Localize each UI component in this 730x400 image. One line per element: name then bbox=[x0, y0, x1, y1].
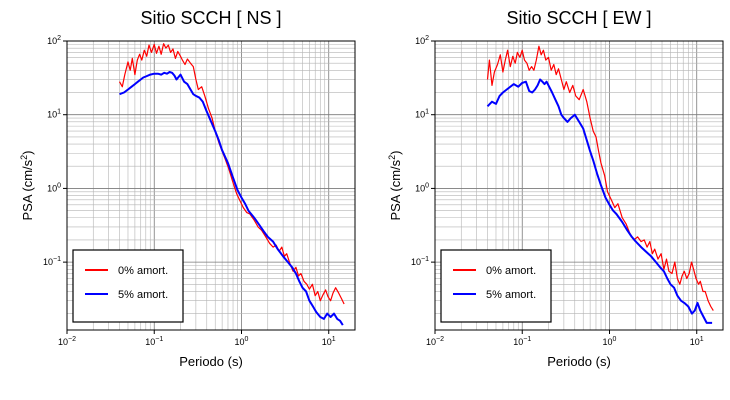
y-tick-label: 102 bbox=[47, 35, 61, 46]
legend-box bbox=[440, 249, 552, 323]
x-axis-label: Periodo (s) bbox=[179, 354, 243, 369]
y-axis-label: PSA (cm/s2) bbox=[387, 150, 403, 220]
x-tick-label: 10−1 bbox=[513, 336, 531, 347]
x-axis-label: Periodo (s) bbox=[547, 354, 611, 369]
series-line-blue bbox=[119, 71, 344, 326]
legend-label: 5% amort. bbox=[486, 289, 536, 301]
x-tick-label: 101 bbox=[690, 336, 704, 347]
legend: 0% amort. 5% amort. bbox=[72, 249, 184, 323]
chart-title: Sitio SCCH [ NS ] bbox=[140, 8, 281, 28]
plot-frame bbox=[434, 40, 724, 331]
y-tick-label: 100 bbox=[415, 182, 429, 193]
legend-label: 5% amort. bbox=[118, 289, 168, 301]
y-tick-label: 101 bbox=[415, 109, 429, 120]
legend-box bbox=[72, 249, 184, 323]
chart-panel-1: 10−2 10−1 100 101 10−1 100 101 102 Sitio SCCH [ … bbox=[19, 8, 356, 369]
legend: 0% amort. 5% amort. bbox=[440, 249, 552, 323]
grid bbox=[434, 40, 724, 330]
x-tick-label: 10−2 bbox=[426, 336, 444, 347]
y-tick-label: 101 bbox=[47, 109, 61, 120]
y-tick-label: 102 bbox=[415, 35, 429, 46]
y-axis-label: PSA (cm/s2) bbox=[19, 150, 35, 220]
legend-label: 0% amort. bbox=[486, 265, 536, 277]
y-tick-label: 10−1 bbox=[43, 256, 61, 267]
legend-label: 0% amort. bbox=[118, 265, 168, 277]
x-tick-label: 100 bbox=[235, 336, 249, 347]
series-line-blue bbox=[486, 78, 713, 324]
x-tick-label: 10−2 bbox=[58, 336, 76, 347]
x-tick-label: 100 bbox=[603, 336, 617, 347]
y-tick-label: 10−1 bbox=[411, 256, 429, 267]
plot-frame bbox=[66, 40, 356, 331]
series-line-red bbox=[486, 45, 714, 311]
chart-panel-2: 10−2 10−1 100 101 10−1 100 101 102 Sitio SCCH [ … bbox=[387, 8, 724, 369]
grid bbox=[66, 40, 356, 330]
x-tick-label: 101 bbox=[322, 336, 336, 347]
x-tick-label: 10−1 bbox=[145, 336, 163, 347]
chart-title: Sitio SCCH [ EW ] bbox=[506, 8, 651, 28]
y-tick-label: 100 bbox=[47, 182, 61, 193]
